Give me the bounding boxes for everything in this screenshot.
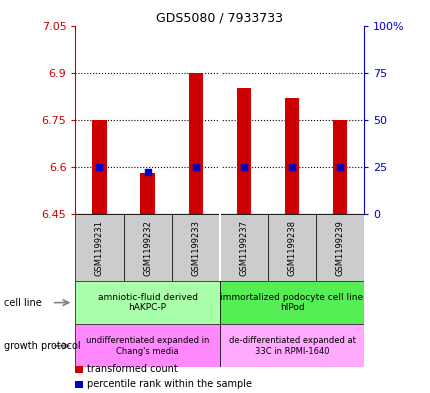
Text: undifferentiated expanded in
Chang's media: undifferentiated expanded in Chang's med… [86, 336, 209, 356]
Bar [219, 281, 363, 324]
Bar [236, 88, 251, 214]
Text: growth protocol: growth protocol [4, 341, 81, 351]
Text: GSM1199232: GSM1199232 [143, 220, 152, 275]
Bar [267, 214, 315, 281]
Bar [171, 214, 219, 281]
Bar [140, 173, 154, 214]
Text: GSM1199238: GSM1199238 [287, 220, 296, 275]
Text: immortalized podocyte cell line
hIPod: immortalized podocyte cell line hIPod [220, 293, 363, 312]
Bar [218, 214, 220, 281]
Text: cell line: cell line [4, 298, 42, 308]
Bar [332, 120, 347, 214]
Text: GSM1199231: GSM1199231 [95, 220, 104, 275]
Bar [123, 214, 171, 281]
Title: GDS5080 / 7933733: GDS5080 / 7933733 [156, 11, 283, 24]
Text: GSM1199237: GSM1199237 [239, 220, 248, 275]
Bar [75, 214, 123, 281]
Text: GSM1199233: GSM1199233 [191, 220, 200, 275]
Text: transformed count: transformed count [87, 364, 178, 375]
Text: amniotic-fluid derived
hAKPC-P: amniotic-fluid derived hAKPC-P [97, 293, 197, 312]
Bar [219, 214, 267, 281]
Bar [188, 73, 203, 214]
Text: percentile rank within the sample: percentile rank within the sample [87, 379, 252, 389]
Bar [92, 120, 107, 214]
Text: GSM1199239: GSM1199239 [335, 220, 344, 275]
Bar [315, 214, 363, 281]
Bar [75, 281, 219, 324]
Text: de-differentiated expanded at
33C in RPMI-1640: de-differentiated expanded at 33C in RPM… [228, 336, 355, 356]
Bar [75, 324, 219, 367]
Bar [219, 324, 363, 367]
Bar [284, 98, 298, 214]
